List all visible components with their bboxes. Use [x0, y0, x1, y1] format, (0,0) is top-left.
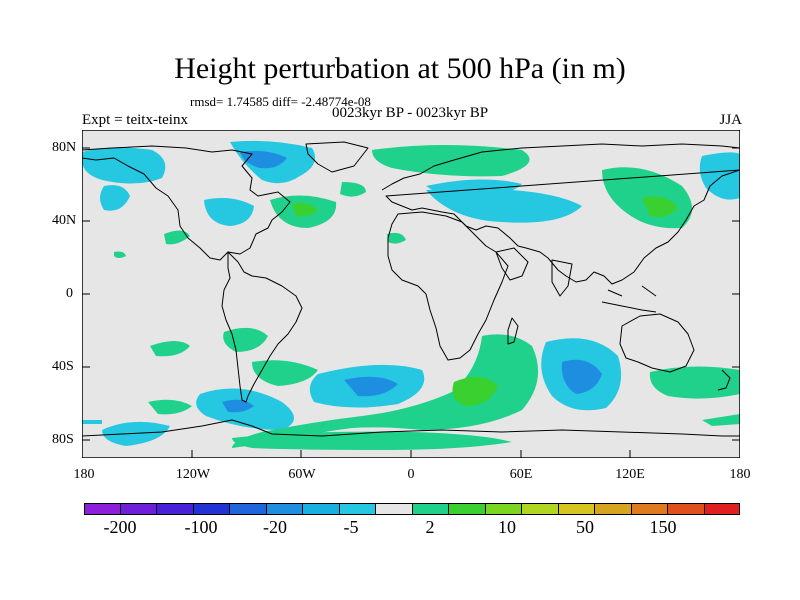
contour-blob	[148, 399, 192, 415]
lon-label-60w: 60W	[288, 467, 316, 482]
colorbar-swatch	[595, 503, 632, 515]
coastline-madagascar	[507, 317, 519, 345]
coastline-india	[551, 259, 573, 297]
colorbar-label: 10	[498, 517, 516, 537]
contour-blob	[292, 202, 318, 217]
contour-blob	[649, 366, 740, 399]
contour-blob	[223, 327, 268, 352]
coastline-eurasia	[381, 143, 740, 285]
colorbar-swatch	[266, 503, 303, 515]
coastline-indonesia	[601, 285, 657, 313]
colorbar-swatch	[558, 503, 595, 515]
colorbar-border	[84, 503, 740, 515]
colorbar-label: -5	[343, 517, 359, 537]
lon-label-180w: 180	[73, 467, 95, 482]
colorbar-swatch	[157, 503, 194, 515]
contour-blob	[82, 420, 102, 424]
coastline-australia	[619, 313, 695, 373]
coastline-greenland	[305, 141, 369, 173]
lon-label-120w: 120W	[175, 467, 211, 482]
coastline-antarctica	[82, 419, 740, 437]
colorbar-label: -100	[184, 517, 218, 537]
coastline-africa	[387, 211, 509, 361]
contour-blob	[232, 431, 512, 450]
colorbar-swatch	[631, 503, 668, 515]
contour-blob	[252, 360, 318, 386]
contour-blob	[699, 152, 740, 200]
contour-blob	[164, 230, 190, 245]
contour-blob	[222, 399, 254, 413]
contour-blob	[340, 182, 366, 197]
tick-marks	[82, 147, 740, 458]
contour-blob	[642, 196, 678, 217]
contour-blob	[114, 251, 126, 258]
contour-blob	[240, 150, 287, 169]
colorbar	[84, 503, 740, 515]
contour-blob	[702, 414, 740, 426]
contour-blob	[204, 198, 254, 226]
contour-blob	[452, 376, 498, 406]
contour-blob	[150, 341, 190, 357]
colorbar-swatch	[230, 503, 267, 515]
colorbar-swatch	[339, 503, 376, 515]
coastline-arabia	[495, 247, 529, 281]
contour-blob	[102, 421, 170, 446]
colorbar-label: 2	[425, 517, 435, 537]
coastline-north-america	[82, 145, 291, 261]
colorbar-swatch	[376, 503, 413, 515]
period-label: 0023kyr BP - 0023kyr BP	[331, 105, 489, 121]
colorbar-swatch	[303, 503, 340, 515]
stats-line: rmsd= 1.74585 diff= -2.48774e-08	[190, 94, 371, 109]
map-panel	[82, 130, 740, 458]
contour-blob	[100, 185, 130, 211]
contour-blob	[232, 334, 539, 448]
colorbar-swatch	[485, 503, 522, 515]
colorbar-label: -200	[103, 517, 137, 537]
lon-label-0: 0	[407, 467, 415, 482]
colorbar-swatch	[412, 503, 449, 515]
lon-label-120e: 120E	[615, 467, 645, 482]
lat-label-80n: 80N	[52, 140, 77, 155]
colorbar-swatch	[193, 503, 230, 515]
lat-label-40s: 40S	[52, 359, 74, 374]
colorbar-label: -20	[263, 517, 287, 537]
colorbar-swatch	[704, 503, 740, 515]
lat-label-0: 0	[66, 286, 73, 301]
colorbar-swatch	[120, 503, 157, 515]
colorbar-swatch	[522, 503, 559, 515]
lon-label-60e: 60E	[509, 467, 533, 482]
contour-blob	[426, 188, 582, 223]
contour-blob	[387, 232, 406, 244]
contour-blob	[561, 359, 602, 394]
perturbation-contours	[82, 140, 740, 450]
contour-blob	[344, 376, 398, 397]
colorbar-label: 150	[649, 517, 677, 537]
plot-title: Height perturbation at 500 hPa (in m)	[174, 52, 626, 85]
lat-label-80s: 80S	[52, 432, 74, 447]
experiment-label: Expt = teitx-teinx	[82, 112, 188, 128]
coastlines	[82, 141, 740, 437]
season-label: JJA	[719, 112, 742, 128]
coastline-new-zealand	[717, 369, 731, 391]
lon-label-180e: 180	[729, 467, 751, 482]
colorbar-swatch	[668, 503, 705, 515]
coastline-south-america	[221, 251, 303, 403]
colorbar-label: 50	[576, 517, 594, 537]
colorbar-swatch	[449, 503, 486, 515]
colorbar-swatch	[84, 503, 121, 515]
lat-label-40n: 40N	[52, 213, 77, 228]
